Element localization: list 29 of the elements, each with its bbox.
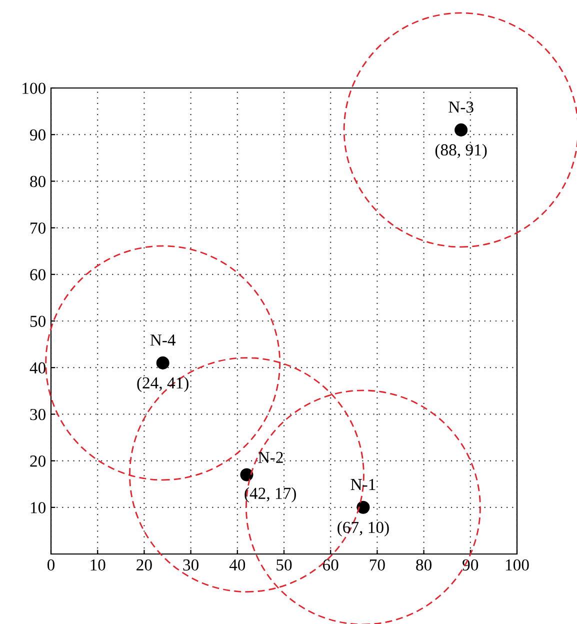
annotation: N-2	[258, 452, 283, 463]
annotation: N-1	[350, 478, 376, 490]
y-tick-label: 70	[30, 222, 46, 234]
annotation: (42, 17)	[244, 487, 296, 502]
y-tick-label: 10	[30, 502, 46, 514]
x-tick-label: 10	[90, 559, 106, 571]
y-tick-label: 50	[30, 316, 46, 327]
x-tick-label: 60	[322, 559, 338, 571]
x-tick-label: 0	[47, 559, 55, 571]
annotation: (88, 91)	[435, 144, 487, 159]
y-tick-label: 40	[30, 362, 46, 374]
y-tick-label: 80	[30, 176, 46, 188]
x-tick-label: 40	[229, 559, 246, 571]
annotation: N-3	[448, 101, 474, 113]
x-tick-label: 70	[370, 559, 385, 571]
annotation: (24, 41)	[137, 376, 188, 392]
annotation: N-4	[150, 334, 176, 346]
x-tick-label: 30	[183, 559, 198, 571]
x-tick-label: 50	[276, 559, 292, 571]
y-tick-label: 90	[30, 129, 46, 141]
y-tick-label: 30	[30, 408, 46, 420]
x-tick-label: 90	[462, 559, 478, 571]
y-tick-label: 20	[30, 456, 46, 467]
x-tick-label: 20	[136, 559, 152, 571]
x-tick-label: 80	[416, 559, 432, 571]
y-tick-label: 100	[22, 82, 46, 94]
x-tick-label: 100	[506, 559, 529, 571]
y-tick-label: 60	[30, 269, 46, 280]
annotation: (67, 10)	[338, 521, 389, 536]
